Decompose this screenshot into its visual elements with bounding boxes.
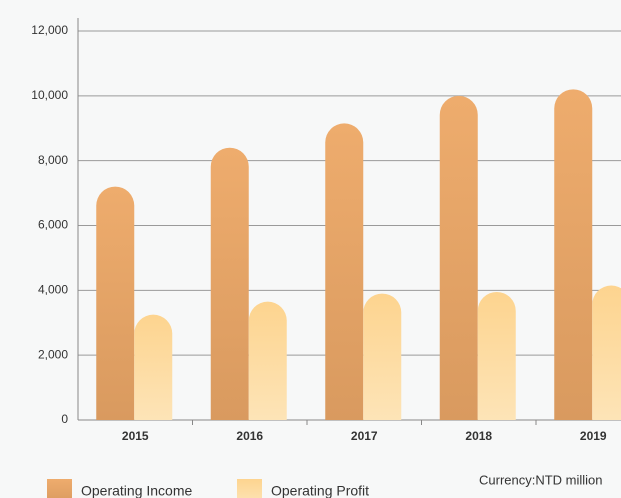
annotation: Currency:NTD million (479, 472, 603, 487)
y-tick-label: 8,000 (38, 153, 68, 167)
bar (134, 314, 173, 420)
y-tick-label: 6,000 (38, 218, 68, 232)
bar (363, 293, 402, 420)
legend-swatch (237, 479, 262, 498)
x-tick-label: 2015 (122, 429, 149, 443)
x-tick-label: 2018 (465, 429, 492, 443)
x-tick-label: 2017 (351, 429, 378, 443)
legend-swatch (47, 479, 72, 498)
bar (554, 89, 593, 420)
bar (439, 95, 478, 420)
legend-label: Operating Income (81, 483, 192, 498)
y-tick-label: 4,000 (38, 283, 68, 297)
bar (592, 285, 621, 420)
bar (96, 186, 135, 420)
y-tick-label: 2,000 (38, 347, 68, 361)
x-tick-label: 2019 (580, 429, 607, 443)
bar (248, 301, 287, 420)
y-tick-label: 12,000 (31, 23, 68, 37)
bar (325, 123, 364, 420)
bar (210, 147, 249, 420)
x-tick-label: 2016 (236, 429, 263, 443)
legend-label: Operating Profit (271, 483, 369, 498)
y-tick-label: 0 (61, 412, 68, 426)
y-tick-label: 10,000 (31, 88, 68, 102)
bar (477, 291, 516, 420)
